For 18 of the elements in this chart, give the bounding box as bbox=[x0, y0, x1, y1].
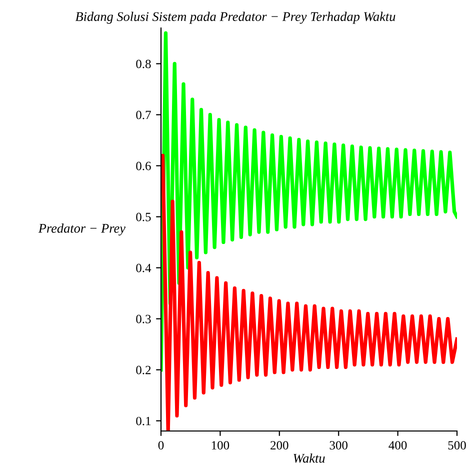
line-series bbox=[161, 31, 457, 372]
x-tick-label: 300 bbox=[330, 441, 348, 450]
y-tick-label: 0.7 bbox=[136, 110, 151, 120]
y-tick-label: 0.4 bbox=[136, 264, 152, 272]
x-tick-label: 500 bbox=[448, 441, 466, 450]
y-tick-label: 0.2 bbox=[136, 366, 151, 374]
y-axis-title: Predator − Prey bbox=[38, 224, 126, 236]
x-tick-label: 0 bbox=[158, 441, 164, 450]
y-tick-label: 0.6 bbox=[136, 162, 151, 170]
x-axis-title: Waktu bbox=[294, 453, 325, 463]
x-tick-label: 400 bbox=[388, 441, 407, 450]
y-tick-label: 0.8 bbox=[136, 60, 151, 68]
chart-title: Bidang Solusi Sistem pada Predator − Prey Terhadap Waktu bbox=[75, 12, 396, 24]
x-tick-label: 100 bbox=[212, 441, 230, 450]
y-tick-label: 0.3 bbox=[136, 314, 151, 324]
x-tick-label: 200 bbox=[270, 441, 288, 450]
y-tick-label: 0.5 bbox=[136, 212, 151, 222]
y-tick-label: 0.1 bbox=[136, 416, 151, 426]
